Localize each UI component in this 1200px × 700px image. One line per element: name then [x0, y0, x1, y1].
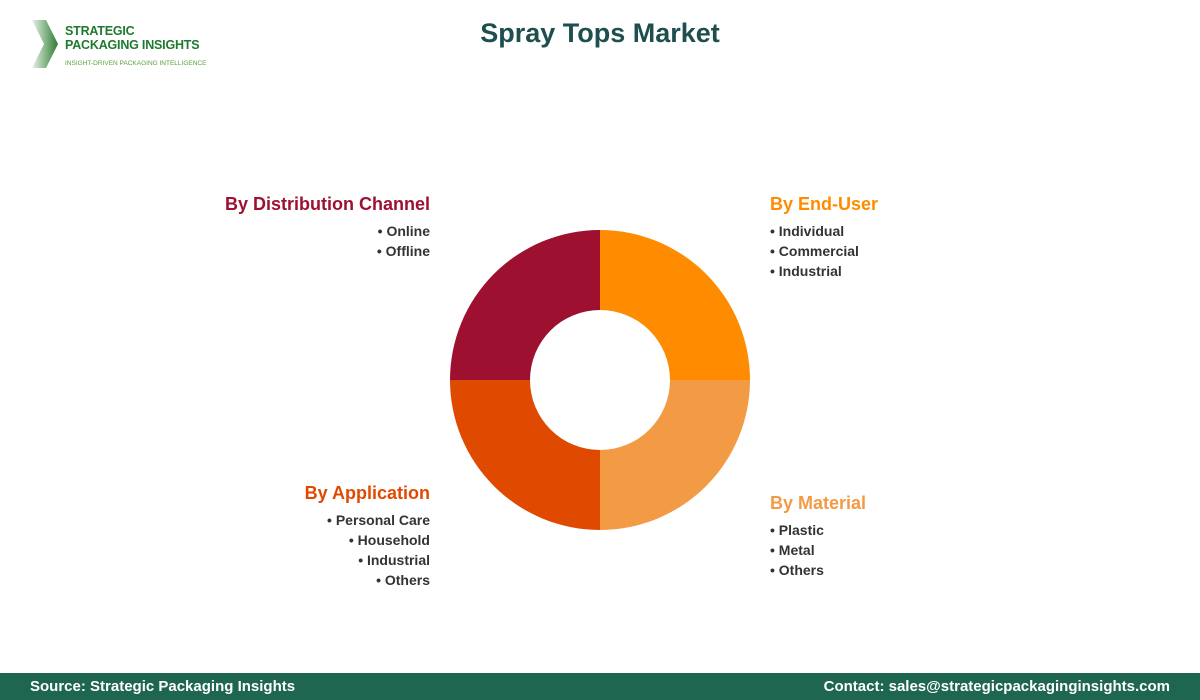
segment-end-user: By End-User • Individual • Commercial • … — [770, 194, 878, 281]
list-item: • Metal — [770, 542, 815, 558]
segment-title: By End-User — [770, 194, 879, 214]
page-title: Spray Tops Market — [480, 18, 720, 48]
footer: Source: Strategic Packaging Insights Con… — [0, 673, 1200, 700]
list-item: • Industrial — [770, 263, 842, 279]
segment-title: By Distribution Channel — [224, 194, 430, 214]
contact-text: Contact: sales@strategicpackaginginsight… — [823, 678, 1170, 695]
donut-slice — [600, 230, 750, 380]
list-item: • Industrial — [358, 552, 430, 568]
segment-material: By Material • Plastic • Metal • Others — [770, 493, 866, 580]
list-item: • Online — [377, 223, 430, 239]
list-item: • Offline — [376, 243, 430, 259]
donut-slice — [450, 380, 600, 530]
donut-slice — [600, 380, 750, 530]
chevron-logo-icon — [32, 20, 58, 68]
segment-application: By Application • Personal Care • Househo… — [305, 483, 430, 590]
logo-line1: STRATEGIC — [65, 24, 135, 38]
list-item: • Others — [770, 562, 824, 578]
segment-title: By Material — [770, 493, 867, 513]
logo-line2: PACKAGING INSIGHTS — [65, 38, 200, 52]
logo-tagline: INSIGHT-DRIVEN PACKAGING INTELLIGENCE — [65, 60, 207, 67]
donut-slice — [450, 230, 600, 380]
segment-title: By Application — [304, 483, 430, 503]
source-text: Source: Strategic Packaging Insights — [30, 678, 296, 695]
list-item: • Plastic — [770, 522, 824, 538]
logo: STRATEGIC PACKAGING INSIGHTS INSIGHT-DRI… — [30, 18, 230, 73]
list-item: • Individual — [770, 223, 845, 239]
list-item: • Commercial — [770, 243, 859, 259]
list-item: • Household — [348, 532, 430, 548]
list-item: • Personal Care — [327, 512, 430, 528]
segment-distribution-channel: By Distribution Channel • Online • Offli… — [225, 194, 430, 261]
list-item: • Others — [376, 572, 430, 588]
